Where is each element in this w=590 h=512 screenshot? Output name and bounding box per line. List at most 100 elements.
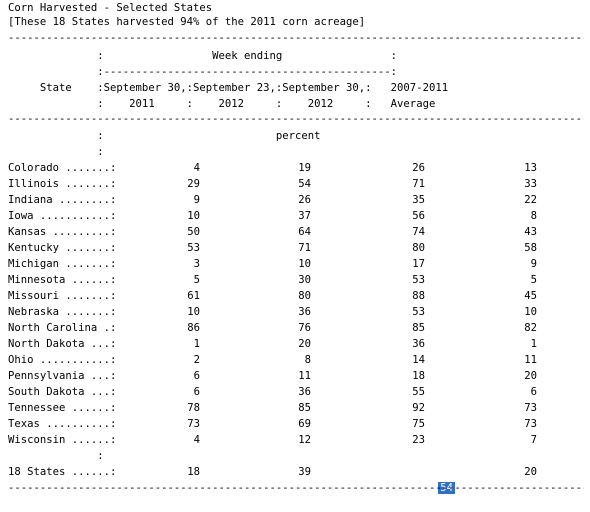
value-2011: 61 [187, 290, 200, 302]
value-2011: 2 [193, 354, 200, 366]
value-sep23-2012: 80 [298, 290, 311, 302]
value-sep23-2012: 76 [298, 322, 311, 334]
value-2011: 18 [187, 466, 200, 478]
state-label: Tennessee ......: [8, 402, 117, 414]
value-sep30-2012: 26 [412, 162, 425, 174]
spacer-row: : [8, 146, 104, 158]
unit-row: : percent [8, 130, 321, 142]
value-average: 1 [530, 338, 537, 350]
state-label: Kansas .........: [8, 226, 117, 238]
value-average: 33 [524, 178, 537, 190]
value-sep30-2012-highlighted[interactable]: 54 [400, 464, 456, 494]
state-label: Ohio ...........: [8, 354, 117, 366]
header-row-years: : 2011 : 2012 : 2012 : Average [8, 98, 436, 110]
value-average: 73 [524, 402, 537, 414]
highlighted-value: 54 [438, 482, 456, 494]
value-sep23-2012: 12 [298, 434, 311, 446]
value-sep30-2012: 53 [412, 306, 425, 318]
value-average: 22 [524, 194, 537, 206]
separator-header: ----------------------------------------… [8, 113, 584, 125]
value-sep23-2012: 64 [298, 226, 311, 238]
value-sep30-2012: 56 [412, 210, 425, 222]
state-label: Illinois .......: [8, 178, 117, 190]
value-sep30-2012: 88 [412, 290, 425, 302]
value-sep23-2012: 20 [298, 338, 311, 350]
value-sep30-2012: 14 [412, 354, 425, 366]
value-2011: 6 [193, 370, 200, 382]
value-average: 20 [524, 370, 537, 382]
value-average: 43 [524, 226, 537, 238]
value-average: 11 [524, 354, 537, 366]
value-sep30-2012: 74 [412, 226, 425, 238]
value-sep23-2012: 39 [298, 466, 311, 478]
value-average: 6 [530, 386, 537, 398]
value-average: 45 [524, 290, 537, 302]
state-label: Iowa ...........: [8, 210, 117, 222]
value-2011: 73 [187, 418, 200, 430]
value-sep23-2012: 11 [298, 370, 311, 382]
value-sep30-2012: 85 [412, 322, 425, 334]
state-label: Pennsylvania ...: [8, 370, 117, 382]
value-sep30-2012: 36 [412, 338, 425, 350]
value-2011: 10 [187, 210, 200, 222]
value-sep30-2012: 35 [412, 194, 425, 206]
value-sep30-2012: 80 [412, 242, 425, 254]
value-average: 58 [524, 242, 537, 254]
value-sep30-2012: 92 [412, 402, 425, 414]
value-sep30-2012: 71 [412, 178, 425, 190]
value-average: 7 [530, 434, 537, 446]
state-label: Missouri .......: [8, 290, 117, 302]
value-2011: 50 [187, 226, 200, 238]
value-2011: 53 [187, 242, 200, 254]
value-sep23-2012: 71 [298, 242, 311, 254]
state-label: Texas ..........: [8, 418, 117, 430]
state-label: 18 States ......: [8, 466, 117, 478]
value-2011: 5 [193, 274, 200, 286]
value-sep30-2012: 23 [412, 434, 425, 446]
value-2011: 78 [187, 402, 200, 414]
separator-bottom: ----------------------------------------… [8, 482, 584, 494]
state-label: South Dakota ...: [8, 386, 117, 398]
value-sep23-2012: 10 [298, 258, 311, 270]
state-label: Colorado .......: [8, 162, 117, 174]
value-sep23-2012: 54 [298, 178, 311, 190]
state-label: Wisconsin ......: [8, 434, 117, 446]
value-2011: 3 [193, 258, 200, 270]
value-sep23-2012: 36 [298, 306, 311, 318]
value-sep30-2012: 18 [412, 370, 425, 382]
state-label: North Carolina .: [8, 322, 117, 334]
value-sep23-2012: 8 [304, 354, 311, 366]
value-2011: 6 [193, 386, 200, 398]
value-average: 5 [530, 274, 537, 286]
header-row-divider: :---------------------------------------… [8, 66, 398, 78]
state-label: Michigan .......: [8, 258, 117, 270]
value-average: 73 [524, 418, 537, 430]
value-sep23-2012: 37 [298, 210, 311, 222]
state-label: Nebraska .......: [8, 306, 117, 318]
value-sep30-2012: 75 [412, 418, 425, 430]
value-average: 13 [524, 162, 537, 174]
value-2011: 4 [193, 162, 200, 174]
value-sep23-2012: 36 [298, 386, 311, 398]
value-sep30-2012: 53 [412, 274, 425, 286]
report-title: Corn Harvested - Selected States [8, 2, 213, 14]
report-subtitle: [These 18 States harvested 94% of the 20… [8, 16, 366, 28]
value-2011: 1 [193, 338, 200, 350]
value-2011: 4 [193, 434, 200, 446]
value-average: 10 [524, 306, 537, 318]
value-sep30-2012: 55 [412, 386, 425, 398]
value-sep23-2012: 69 [298, 418, 311, 430]
header-row-week-ending: : Week ending : [8, 50, 398, 62]
value-average: 82 [524, 322, 537, 334]
value-average: 8 [530, 210, 537, 222]
value-2011: 9 [193, 194, 200, 206]
state-label: Minnesota ......: [8, 274, 117, 286]
value-sep23-2012: 85 [298, 402, 311, 414]
value-2011: 86 [187, 322, 200, 334]
value-2011: 10 [187, 306, 200, 318]
value-average: 20 [524, 466, 537, 478]
value-average: 9 [530, 258, 537, 270]
value-sep23-2012: 19 [298, 162, 311, 174]
state-label: Kentucky .......: [8, 242, 117, 254]
separator-top: ----------------------------------------… [8, 32, 584, 44]
